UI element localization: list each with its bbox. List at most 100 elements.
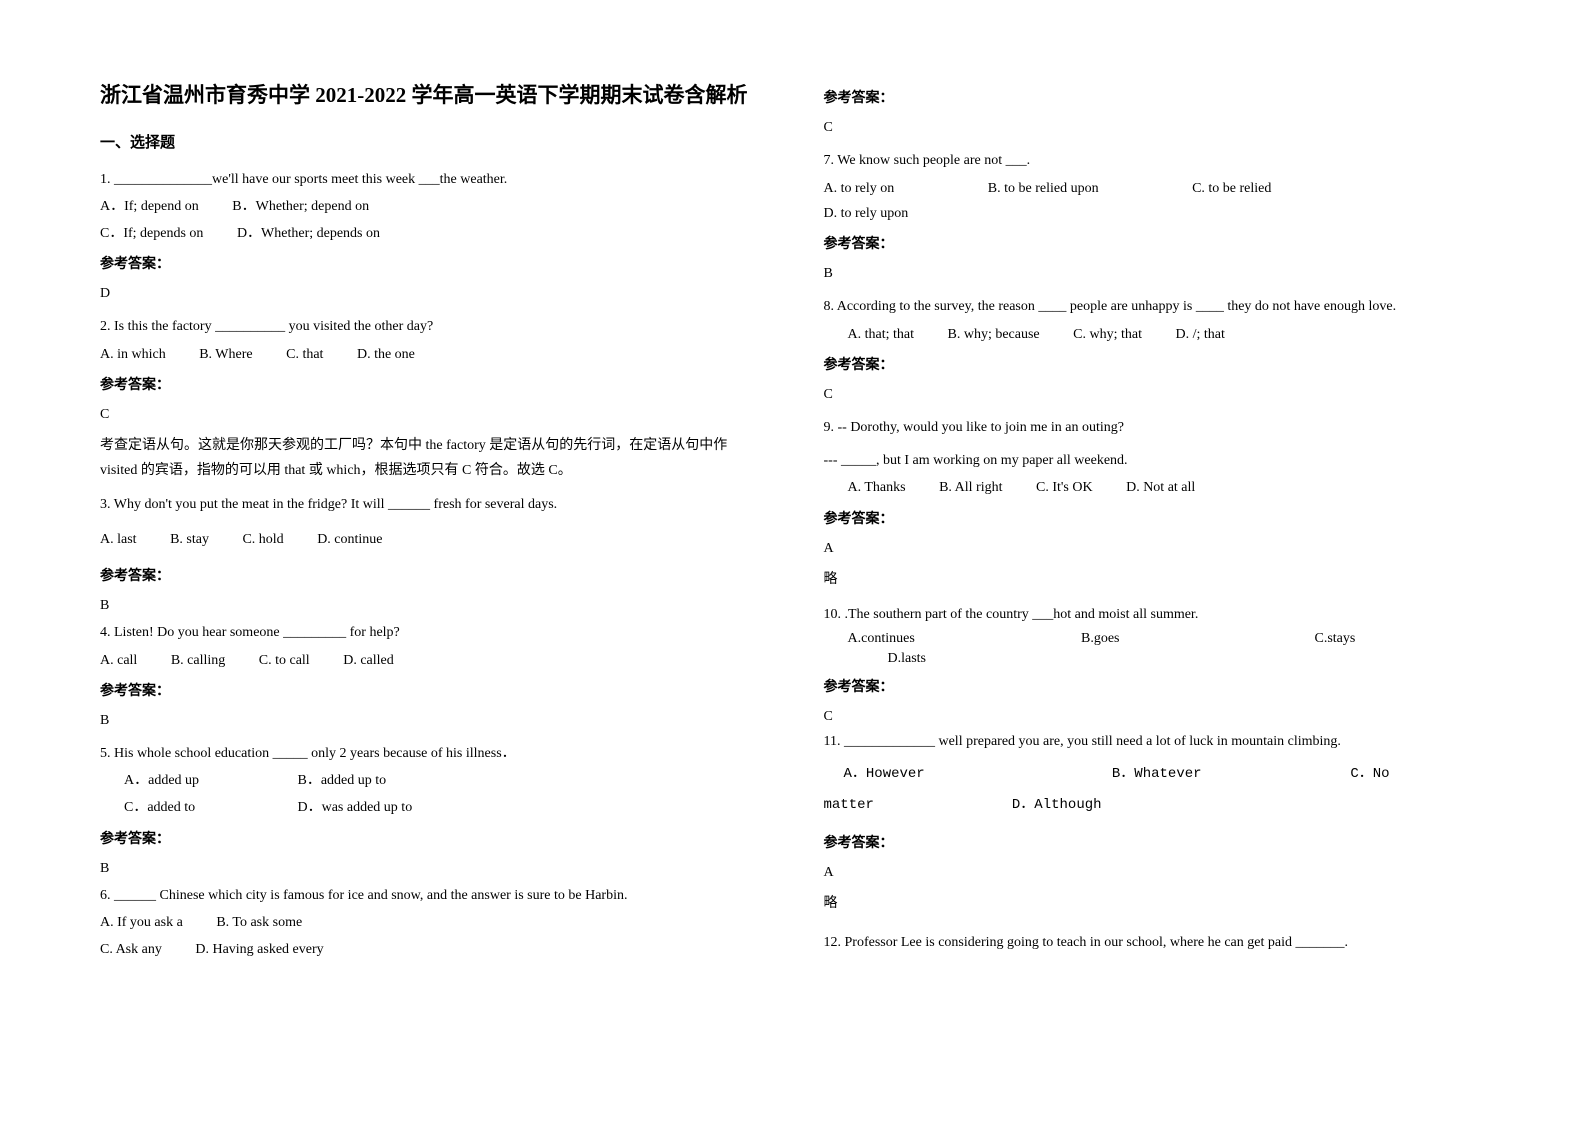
q7-opt-a: A. to rely on [824, 176, 895, 201]
q2-opt-a: A. in which [100, 342, 166, 367]
q1-ans-label: 参考答案： [100, 252, 764, 277]
q9-opt-a: A. Thanks [848, 475, 906, 500]
q11-opt-b: B．Whatever [1112, 762, 1342, 787]
q11-ans-label: 参考答案： [824, 831, 1488, 856]
q2-stem: 2. Is this the factory __________ you vi… [100, 314, 764, 339]
q5-opts-row2: C．added to D．was added up to [100, 795, 764, 820]
q4-stem: 4. Listen! Do you hear someone _________… [100, 620, 764, 645]
q6-opt-d: D. Having asked every [195, 937, 323, 962]
exam-page: 浙江省温州市育秀中学 2021-2022 学年高一英语下学期期末试卷含解析 一、… [0, 0, 1587, 1005]
q6-opt-c: C. Ask any [100, 937, 162, 962]
q9-opt-c: C. It's OK [1036, 475, 1093, 500]
q11-opt-a: A．However [824, 762, 1104, 787]
q5-ans-label: 参考答案： [100, 827, 764, 852]
q6-opt-b: B. To ask some [216, 910, 302, 935]
right-column: 参考答案： C 7. We know such people are not _… [824, 80, 1488, 965]
q2-opt-b: B. Where [199, 342, 252, 367]
q6-ans: C [824, 115, 1488, 140]
q10-opt-b: B.goes [1081, 629, 1281, 649]
q3-opt-d: D. continue [317, 527, 382, 552]
q7-ans: B [824, 261, 1488, 286]
q1-opts-row2: C．If; depends on D．Whether; depends on [100, 221, 764, 246]
q5-opt-c: C．added to [124, 795, 264, 820]
q4-opt-c: C. to call [259, 648, 310, 673]
q11-stem: 11. _____________ well prepared you are,… [824, 729, 1488, 754]
q3-stem: 3. Why don't you put the meat in the fri… [100, 492, 764, 517]
q2-explain: 考查定语从句。这就是你那天参观的工厂吗？本句中 the factory 是定语从… [100, 433, 764, 483]
q5-opt-a: A．added up [124, 768, 264, 793]
q9-ans: A [824, 536, 1488, 561]
q1-opt-b: B．Whether; depend on [232, 194, 369, 219]
q3-opt-a: A. last [100, 527, 137, 552]
q7-stem: 7. We know such people are not ___. [824, 148, 1488, 173]
q8-ans: C [824, 382, 1488, 407]
q2-opts: A. in which B. Where C. that D. the one [100, 342, 764, 367]
q8-ans-label: 参考答案： [824, 353, 1488, 378]
q9-opt-d: D. Not at all [1126, 475, 1195, 500]
q10-opts: A.continues B.goes C.stays D.lasts [824, 629, 1488, 668]
q6-opts-row2: C. Ask any D. Having asked every [100, 937, 764, 962]
q5-opt-d: D．was added up to [298, 795, 413, 820]
q1-ans: D [100, 281, 764, 306]
q2-opt-d: D. the one [357, 342, 415, 367]
q11-opts-row1: A．However B．Whatever C．No [824, 762, 1488, 787]
q10-ans-label: 参考答案： [824, 675, 1488, 700]
q8-stem: 8. According to the survey, the reason _… [824, 294, 1488, 319]
q4-opt-a: A. call [100, 648, 137, 673]
q7-ans-label: 参考答案： [824, 232, 1488, 257]
q6-opt-a: A. If you ask a [100, 910, 183, 935]
q11-opt-c: C．No [1350, 766, 1389, 782]
q9-stem1: 9. -- Dorothy, would you like to join me… [824, 415, 1488, 440]
q4-ans-label: 参考答案： [100, 679, 764, 704]
q1-opt-c: C．If; depends on [100, 221, 203, 246]
q8-opt-a: A. that; that [848, 322, 915, 347]
q11-opt-d: D．Although [1012, 797, 1102, 813]
q11-opts-row2: matter D．Although [824, 793, 1488, 818]
q1-opt-a: A．If; depend on [100, 194, 199, 219]
q2-opt-c: C. that [286, 342, 323, 367]
q9-opt-b: B. All right [939, 475, 1002, 500]
q5-ans: B [100, 856, 764, 881]
q10-opt-c: C.stays [1315, 629, 1356, 649]
q9-opts: A. Thanks B. All right C. It's OK D. Not… [824, 475, 1488, 500]
q8-opt-b: B. why; because [948, 322, 1040, 347]
q6-opts-row1: A. If you ask a B. To ask some [100, 910, 764, 935]
q10-opt-a: A.continues [848, 629, 1048, 649]
q9-ans-label: 参考答案： [824, 507, 1488, 532]
q2-ans: C [100, 402, 764, 427]
q7-opts: A. to rely on B. to be relied upon C. to… [824, 176, 1488, 226]
q3-opts: A. last B. stay C. hold D. continue [100, 527, 764, 552]
q7-opt-c: C. to be relied [1192, 176, 1271, 201]
exam-title: 浙江省温州市育秀中学 2021-2022 学年高一英语下学期期末试卷含解析 [100, 80, 764, 112]
q1-opts-row1: A．If; depend on B．Whether; depend on [100, 194, 764, 219]
q1-stem: 1. ______________we'll have our sports m… [100, 167, 764, 192]
q3-ans: B [100, 593, 764, 618]
q7-opt-d: D. to rely upon [824, 201, 909, 226]
q5-stem: 5. His whole school education _____ only… [100, 741, 764, 766]
left-column: 浙江省温州市育秀中学 2021-2022 学年高一英语下学期期末试卷含解析 一、… [100, 80, 764, 965]
section-1-head: 一、选择题 [100, 130, 764, 157]
q3-opt-c: C. hold [242, 527, 283, 552]
q4-opt-d: D. called [343, 648, 394, 673]
q4-opt-b: B. calling [171, 648, 225, 673]
q10-ans: C [824, 704, 1488, 729]
q2-ans-label: 参考答案： [100, 373, 764, 398]
q12-stem: 12. Professor Lee is considering going t… [824, 930, 1488, 955]
q6-stem: 6. ______ Chinese which city is famous f… [100, 883, 764, 908]
q9-stem2: --- _____, but I am working on my paper … [824, 448, 1488, 473]
q4-opts: A. call B. calling C. to call D. called [100, 648, 764, 673]
q8-opts: A. that; that B. why; because C. why; th… [824, 322, 1488, 347]
q1-opt-d: D．Whether; depends on [237, 221, 380, 246]
q11-opt-c-cont: matter [824, 793, 1004, 818]
q9-omit: 略 [824, 567, 1488, 592]
q11-ans: A [824, 860, 1488, 885]
q7-opt-b: B. to be relied upon [988, 176, 1099, 201]
q5-opt-b: B．added up to [298, 768, 387, 793]
q3-ans-label: 参考答案： [100, 564, 764, 589]
q10-opt-d: D.lasts [888, 649, 927, 669]
q6-ans-label: 参考答案： [824, 86, 1488, 111]
q8-opt-d: D. /; that [1176, 322, 1225, 347]
q4-ans: B [100, 708, 764, 733]
q3-opt-b: B. stay [170, 527, 209, 552]
q5-opts-row1: A．added up B．added up to [100, 768, 764, 793]
